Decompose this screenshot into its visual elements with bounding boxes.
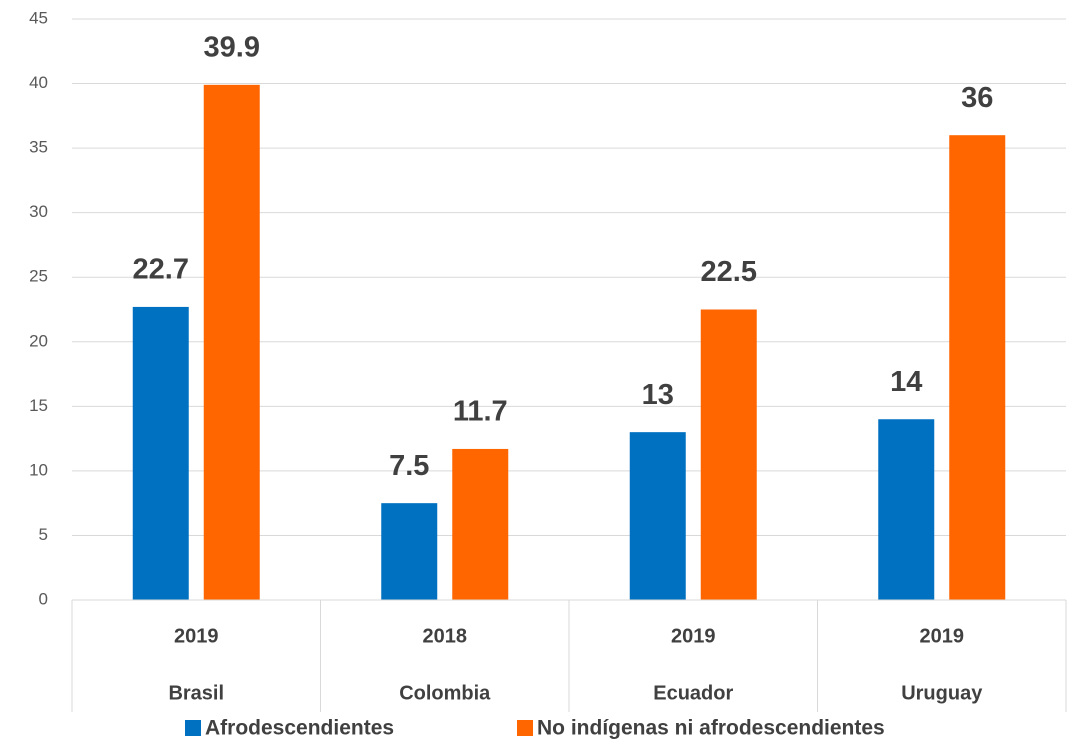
y-tick-label: 5 (39, 525, 48, 544)
x-tick-label: Brasil (168, 682, 224, 704)
y-tick-label: 0 (39, 589, 48, 608)
x-tick-label: Ecuador (653, 682, 733, 704)
bar (381, 503, 438, 600)
bar (629, 432, 686, 600)
legend-swatch (185, 720, 201, 736)
bar (452, 448, 509, 600)
legend-label: No indígenas ni afrodescendientes (537, 717, 885, 740)
data-label: 14 (890, 366, 922, 398)
data-label: 22.7 (133, 254, 189, 286)
data-label: 13 (642, 379, 674, 411)
x-tick-label: 2019 (174, 625, 219, 647)
y-tick-label: 45 (29, 8, 48, 27)
y-tick-label: 40 (29, 73, 48, 92)
y-tick-label: 25 (29, 267, 48, 286)
y-tick-label: 30 (29, 202, 48, 221)
bar (132, 306, 189, 600)
x-tick-label: 2019 (920, 625, 965, 647)
legend-label: Afrodescendientes (205, 717, 394, 740)
data-label: 7.5 (389, 450, 429, 482)
y-tick-label: 10 (29, 460, 48, 479)
bar (203, 84, 260, 600)
y-tick-label: 15 (29, 396, 48, 415)
bar (700, 309, 757, 600)
data-label: 22.5 (701, 256, 757, 288)
data-label: 11.7 (453, 396, 508, 428)
legend-swatch (517, 720, 533, 736)
bar (878, 419, 935, 600)
x-tick-label: Colombia (399, 682, 491, 704)
data-label: 36 (961, 82, 993, 114)
x-tick-label: 2018 (423, 625, 468, 647)
y-tick-label: 35 (29, 138, 48, 157)
data-label: 39.9 (204, 32, 260, 64)
x-tick-label: Uruguay (901, 682, 983, 704)
y-tick-label: 20 (29, 331, 48, 350)
x-tick-label: 2019 (671, 625, 716, 647)
bar (949, 135, 1006, 600)
